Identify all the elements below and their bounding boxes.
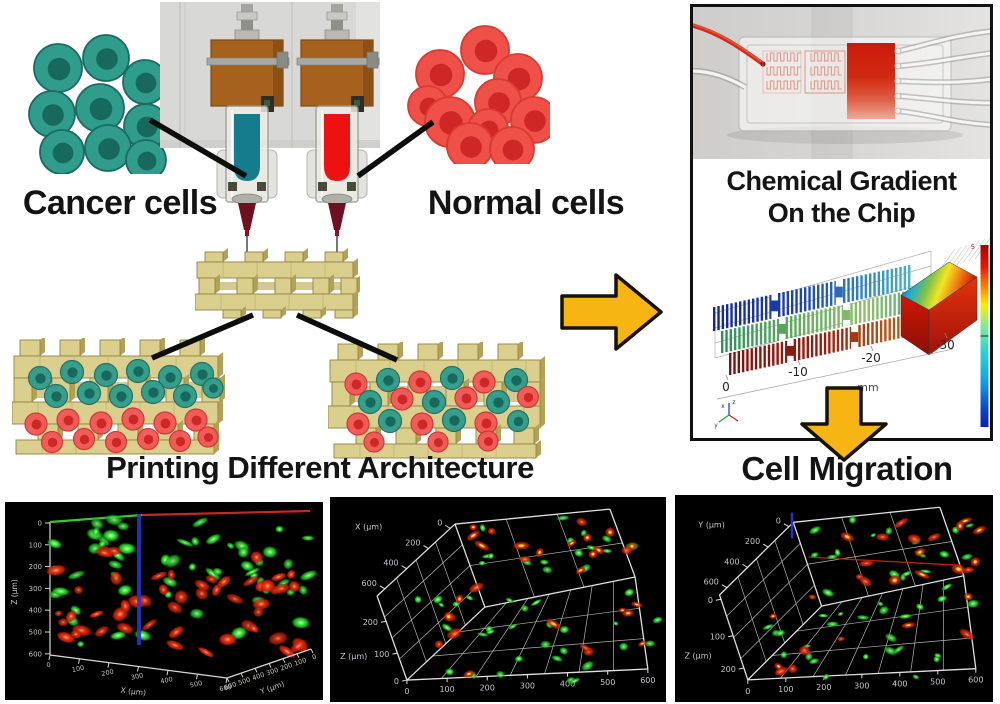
mixed-architecture-scaffold xyxy=(328,342,545,459)
svg-text:100: 100 xyxy=(710,633,725,642)
svg-text:500: 500 xyxy=(930,678,945,687)
svg-text:500: 500 xyxy=(600,678,615,687)
svg-text:500: 500 xyxy=(189,679,203,689)
svg-text:Y (μm): Y (μm) xyxy=(697,521,725,530)
svg-text:0: 0 xyxy=(46,661,52,670)
svg-text:0: 0 xyxy=(38,520,42,528)
flow-arrow-right-icon xyxy=(560,273,663,351)
confocal-plot-layered: 0 100 200 300 400 500 600 Z (μm) 0 100 200 300 400 50… xyxy=(5,502,323,700)
svg-text:600: 600 xyxy=(362,579,377,588)
svg-text:400: 400 xyxy=(251,671,265,683)
svg-text:400: 400 xyxy=(724,557,739,566)
svg-text:0: 0 xyxy=(404,687,409,696)
svg-text:Z (μm): Z (μm) xyxy=(10,579,19,605)
svg-text:600: 600 xyxy=(704,578,719,587)
svg-text:100: 100 xyxy=(778,685,793,694)
svg-text:100: 100 xyxy=(439,685,454,694)
confocal-plot-mixed-y-canvas: 0 200 400 600 Y (μm) 0 100 200 Z (μm) 0 100 200 300 4… xyxy=(685,506,987,696)
svg-text:200: 200 xyxy=(745,537,760,546)
svg-text:300: 300 xyxy=(130,671,144,681)
layered-architecture-scaffold xyxy=(12,338,225,455)
normal-cells-label: Normal cells xyxy=(427,184,625,222)
svg-text:300: 300 xyxy=(29,585,42,593)
svg-text:X (μm): X (μm) xyxy=(120,686,146,698)
svg-text:500: 500 xyxy=(237,675,251,687)
svg-text:200: 200 xyxy=(363,618,378,627)
svg-text:X (μm): X (μm) xyxy=(355,522,382,531)
chip-label-line2: On the Chip xyxy=(767,197,916,228)
svg-text:200: 200 xyxy=(721,665,736,674)
svg-text:600: 600 xyxy=(223,680,237,692)
svg-text:600: 600 xyxy=(219,683,233,693)
svg-text:5: 5 xyxy=(971,243,975,251)
svg-text:300: 300 xyxy=(520,682,535,691)
svg-text:600: 600 xyxy=(640,676,655,685)
svg-text:600: 600 xyxy=(968,676,983,685)
svg-text:100: 100 xyxy=(29,541,42,549)
svg-text:200: 200 xyxy=(279,661,293,673)
svg-text:400: 400 xyxy=(29,607,42,615)
svg-text:Z (μm): Z (μm) xyxy=(685,652,712,661)
svg-text:z: z xyxy=(732,399,735,406)
svg-text:0: 0 xyxy=(437,518,442,527)
svg-text:400: 400 xyxy=(892,679,907,688)
svg-text:200: 200 xyxy=(816,683,831,692)
svg-text:300: 300 xyxy=(854,681,869,690)
microfluidic-chip-photo xyxy=(693,7,990,159)
svg-text:0: 0 xyxy=(722,380,730,394)
flow-arrow-down-icon xyxy=(800,386,888,462)
svg-text:400: 400 xyxy=(383,559,398,568)
svg-text:200: 200 xyxy=(29,563,42,571)
svg-text:-30: -30 xyxy=(935,338,955,352)
svg-text:200: 200 xyxy=(101,668,115,678)
chip-gradient-label: Chemical Gradient On the Chip xyxy=(693,159,990,231)
printing-architecture-label: Printing Different Architecture xyxy=(106,450,534,485)
confocal-plot-mixed-y: 0 200 400 600 Y (μm) 0 100 200 Z (μm) 0 100 200 300 4… xyxy=(675,495,993,702)
svg-text:600: 600 xyxy=(29,650,42,658)
svg-text:x: x xyxy=(721,403,725,410)
svg-text:-10: -10 xyxy=(788,365,808,379)
svg-text:200: 200 xyxy=(405,539,420,548)
chip-panel: Chemical Gradient On the Chip 5 0 -10 -20 -3… xyxy=(690,4,993,441)
svg-text:0: 0 xyxy=(776,517,781,526)
chip-label-line1: Chemical Gradient xyxy=(726,166,957,196)
printed-scaffold-illustration xyxy=(195,248,360,319)
svg-text:-20: -20 xyxy=(861,351,881,365)
confocal-plot-mixed-x: 0 200 400 600 X (μm) 200 100 0 Z (μm) 0 100 200 300 4… xyxy=(330,497,666,702)
svg-text:400: 400 xyxy=(560,680,575,689)
svg-text:0: 0 xyxy=(708,596,713,605)
svg-text:500: 500 xyxy=(29,629,42,637)
confocal-plot-mixed-x-canvas: 0 200 400 600 X (μm) 200 100 0 Z (μm) 0 100 200 300 4… xyxy=(340,508,663,696)
svg-text:0: 0 xyxy=(311,653,318,662)
svg-text:Z (μm): Z (μm) xyxy=(340,652,367,661)
svg-text:0: 0 xyxy=(394,677,399,686)
svg-text:100: 100 xyxy=(71,664,85,674)
svg-text:300: 300 xyxy=(265,666,279,678)
svg-text:400: 400 xyxy=(160,675,174,685)
cancer-cells-label: Cancer cells xyxy=(22,184,218,222)
svg-text:Y (μm): Y (μm) xyxy=(258,679,285,696)
svg-text:y: y xyxy=(714,422,718,429)
svg-text:100: 100 xyxy=(293,656,307,668)
svg-text:0: 0 xyxy=(745,687,750,696)
svg-text:200: 200 xyxy=(480,683,495,692)
cancer-cell-cluster-illustration xyxy=(28,34,169,174)
svg-text:100: 100 xyxy=(374,650,389,659)
normal-cell-cluster-illustration xyxy=(407,25,550,164)
bioprinter-illustration xyxy=(160,2,380,252)
